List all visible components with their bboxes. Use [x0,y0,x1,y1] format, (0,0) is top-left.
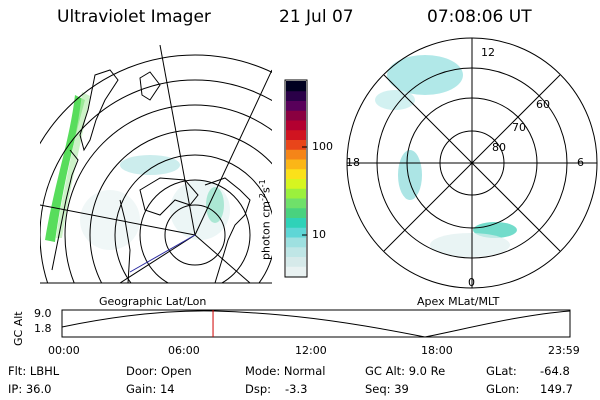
gain-info: Gain: 14 [126,382,175,396]
mode-info: Mode: Normal [245,364,326,378]
colorbar-segment [286,237,306,248]
door-info: Door: Open [126,364,192,378]
timeline-x-tick-1200: 12:00 [295,344,327,357]
colorbar-tick-100: 100 [312,140,333,153]
observation-date: 21 Jul 07 [279,7,354,27]
glon-value: 149.7 [540,382,573,396]
timeline-y-tick-1-8: 1.8 [34,322,52,335]
observation-time: 07:08:06 UT [427,7,532,27]
colorbar-segment [286,90,306,101]
colorbar-segment [286,168,306,179]
timeline-x-tick-0000: 00:00 [48,344,80,357]
colorbar-unit-label: photon cm-2s-1 [258,179,273,260]
altitude-curve [61,310,571,338]
mlat-label-60: 60 [536,98,550,111]
gc-alt-info: GC Alt: 9.0 Re [365,364,446,378]
instrument-title: Ultraviolet Imager [57,7,211,27]
colorbar-segment [286,149,306,160]
colorbar-segment [286,110,306,121]
colorbar-segment [286,120,306,131]
colorbar-segment [286,207,306,218]
colorbar-segment [286,266,306,277]
filter-info: Flt: LBHL [8,364,60,378]
colorbar-segment [286,188,306,199]
timeline-x-tick-0600: 06:00 [168,344,200,357]
apex-panel-label: Apex MLat/MLT [417,295,500,308]
colorbar-tick-10: 10 [312,228,326,241]
mlt-label-0: 0 [468,276,475,289]
colorbar-segment [286,198,306,209]
seq-info: Seq: 39 [365,382,409,396]
colorbar-segment [286,178,306,189]
mlat-label-80: 80 [492,141,506,154]
dsp-value: -3.3 [285,382,308,396]
timeline-y-tick-9: 9.0 [34,307,52,320]
ip-info: IP: 36.0 [8,382,52,396]
colorbar-segment [286,217,306,228]
colorbar-segment [286,81,306,92]
glat-label: GLat: [486,364,517,378]
mlt-label-12: 12 [481,46,495,59]
colorbar-segment [286,227,306,238]
mlt-label-18: 18 [346,156,360,169]
glon-label: GLon: [486,382,520,396]
dsp-label: Dsp: [245,382,272,396]
mlt-label-6: 6 [577,156,584,169]
colorbar-segment [286,129,306,140]
colorbar-segment [286,100,306,111]
colorbar-segment [286,246,306,257]
timeline-x-tick-2359: 23:59 [548,344,580,357]
glat-value: -64.8 [540,364,570,378]
timeline-y-axis-label: GC Alt [12,311,25,346]
colorbar-segment [286,139,306,150]
geographic-panel-label: Geographic Lat/Lon [99,295,207,308]
colorbar-segment [286,159,306,170]
timeline-x-tick-1800: 18:00 [421,344,453,357]
mlat-label-70: 70 [512,121,526,134]
colorbar-segment [286,256,306,267]
